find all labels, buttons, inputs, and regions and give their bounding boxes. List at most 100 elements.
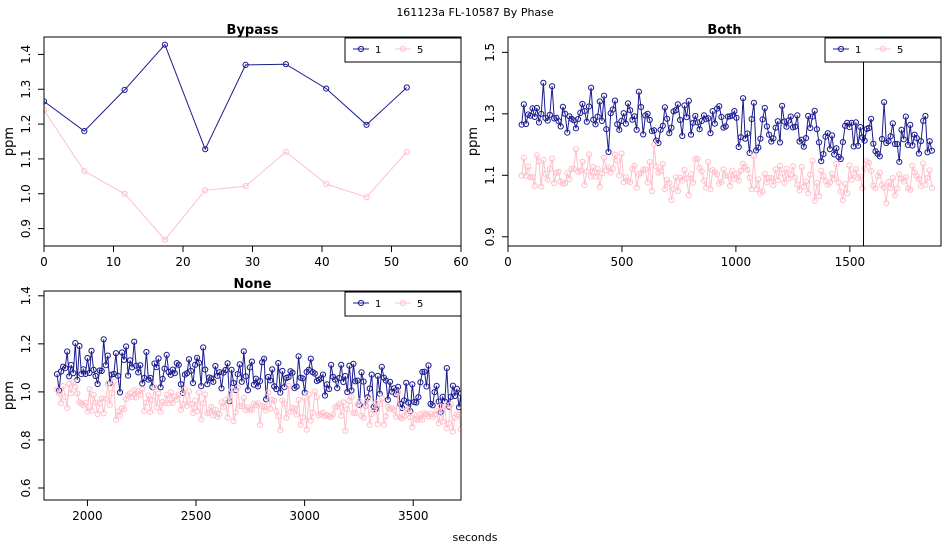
data-point: [518, 172, 525, 179]
x-tick-label: 0: [40, 255, 48, 269]
data-point: [551, 179, 558, 187]
data-point: [826, 179, 834, 186]
data-point: [177, 381, 184, 388]
data-point: [62, 393, 69, 400]
data-point: [218, 385, 225, 392]
data-point: [281, 400, 288, 407]
data-point: [112, 416, 120, 423]
data-point: [326, 385, 333, 393]
data-point: [781, 179, 788, 187]
data-point: [116, 389, 124, 396]
data-point: [915, 150, 923, 157]
data-point: [200, 400, 207, 407]
data-point: [805, 112, 812, 120]
data-point: [204, 381, 211, 388]
data-point: [755, 144, 762, 151]
data-point: [720, 166, 727, 173]
data-point: [413, 399, 420, 406]
data-point: [724, 172, 732, 179]
data-point: [896, 158, 903, 165]
data-point: [161, 400, 168, 407]
data-point: [746, 174, 753, 181]
data-point: [236, 361, 243, 368]
data-point: [435, 420, 442, 427]
data-point: [281, 384, 288, 391]
data-point: [82, 399, 89, 406]
x-tick-label: 0: [504, 255, 512, 269]
data-point: [362, 403, 369, 410]
data-point: [147, 408, 154, 415]
data-point: [275, 360, 282, 367]
plot-frame: [43, 290, 462, 501]
data-point: [683, 175, 690, 182]
data-point: [386, 378, 394, 385]
data-point: [256, 378, 264, 385]
data-point: [746, 149, 753, 156]
data-point: [110, 378, 118, 385]
data-point: [642, 166, 649, 173]
y-tick-label: 1.2: [19, 115, 33, 134]
y-tick-label: 1.5: [483, 43, 497, 62]
data-point: [297, 421, 304, 428]
data-point: [141, 407, 148, 414]
data-point: [614, 157, 621, 164]
data-point: [707, 186, 714, 193]
data-point: [143, 399, 150, 406]
data-point: [618, 117, 625, 125]
data-point: [370, 407, 377, 414]
data-point: [527, 112, 534, 119]
data-point: [139, 380, 146, 387]
data-point: [413, 416, 420, 423]
data-point: [380, 421, 387, 428]
data-point: [598, 170, 606, 177]
data-point: [350, 360, 357, 367]
data-point: [891, 192, 899, 199]
data-point: [692, 112, 699, 120]
data-point: [121, 86, 128, 94]
data-point: [889, 175, 896, 182]
data-point: [887, 184, 894, 191]
data-point: [577, 167, 584, 174]
data-point: [230, 379, 237, 387]
series-1: [53, 336, 461, 416]
data-point: [870, 140, 877, 147]
data-point: [518, 121, 525, 128]
data-point: [909, 142, 916, 149]
data-point: [562, 180, 569, 187]
data-point: [447, 393, 454, 400]
data-point: [787, 113, 794, 120]
data-point: [338, 361, 345, 368]
data-point: [713, 171, 721, 178]
legend-label: 5: [897, 45, 903, 56]
data-point: [354, 377, 361, 384]
data-point: [72, 340, 79, 347]
data-point: [114, 372, 122, 379]
data-point: [159, 375, 166, 382]
legend-marker: [357, 299, 365, 307]
data-point: [342, 427, 349, 434]
legend-box: [824, 37, 942, 63]
data-point: [364, 396, 371, 403]
data-point: [58, 400, 65, 407]
data-point: [770, 135, 777, 142]
data-point: [295, 353, 302, 360]
data-point: [698, 168, 705, 175]
data-point: [666, 130, 673, 137]
data-point: [256, 421, 264, 428]
data-point: [301, 394, 308, 401]
data-point: [228, 366, 235, 373]
x-tick-label: 2500: [181, 509, 212, 523]
panel-title: Bypass: [227, 23, 279, 38]
data-point: [354, 401, 361, 408]
data-point: [455, 411, 461, 419]
data-point: [68, 390, 75, 397]
data-point: [564, 129, 571, 136]
data-point: [212, 406, 219, 413]
legend-label: 5: [417, 299, 423, 310]
data-point: [802, 135, 810, 142]
data-point: [815, 192, 823, 199]
panel-title: None: [234, 277, 272, 292]
data-point: [151, 384, 158, 391]
